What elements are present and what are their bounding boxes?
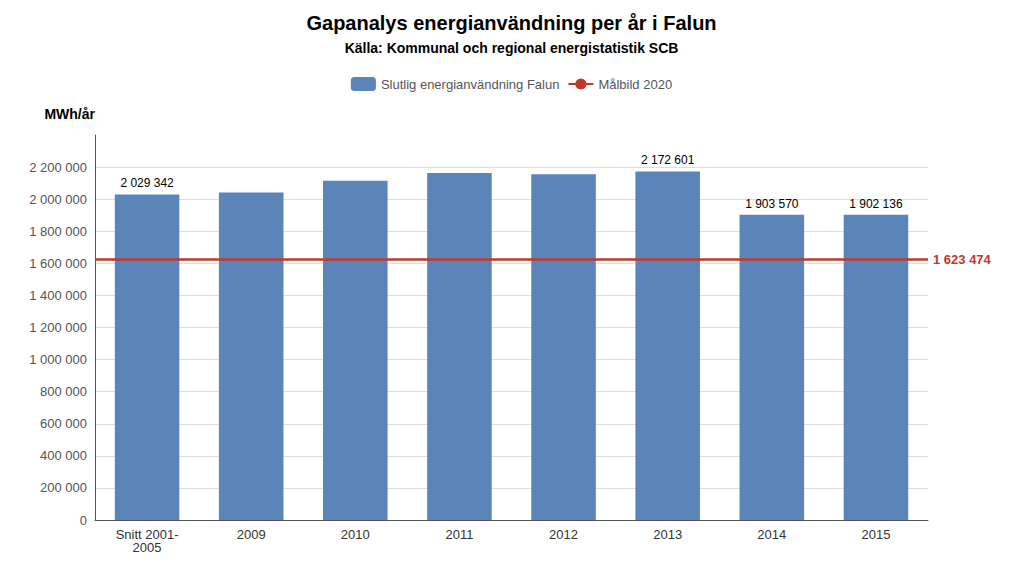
svg-text:2015: 2015 — [861, 527, 890, 542]
svg-text:2011: 2011 — [445, 527, 473, 542]
svg-text:2 200 000: 2 200 000 — [29, 160, 87, 175]
svg-text:2012: 2012 — [549, 527, 578, 542]
svg-text:2 172 601: 2 172 601 — [641, 153, 695, 167]
svg-text:1 800 000: 1 800 000 — [29, 224, 87, 239]
svg-text:1 200 000: 1 200 000 — [29, 320, 87, 335]
svg-text:1 903 570: 1 903 570 — [745, 197, 799, 211]
svg-text:MWh/år: MWh/år — [44, 106, 95, 122]
svg-text:1 000 000: 1 000 000 — [29, 352, 87, 367]
svg-text:400 000: 400 000 — [40, 448, 87, 463]
svg-text:2005: 2005 — [133, 540, 162, 555]
svg-text:800 000: 800 000 — [40, 384, 87, 399]
svg-text:Målbild 2020: Målbild 2020 — [598, 77, 672, 92]
svg-text:2010: 2010 — [341, 527, 370, 542]
svg-text:2 000 000: 2 000 000 — [29, 192, 87, 207]
svg-text:2 029 342: 2 029 342 — [120, 176, 174, 190]
svg-text:2009: 2009 — [237, 527, 266, 542]
svg-text:1 623 474: 1 623 474 — [933, 252, 992, 267]
svg-text:1 902 136: 1 902 136 — [849, 197, 903, 211]
svg-text:0: 0 — [80, 513, 87, 528]
svg-text:2013: 2013 — [653, 527, 682, 542]
svg-text:1 600 000: 1 600 000 — [29, 256, 87, 271]
svg-text:2014: 2014 — [757, 527, 786, 542]
svg-text:Snitt 2001-: Snitt 2001- — [115, 527, 179, 542]
svg-text:200 000: 200 000 — [40, 480, 87, 495]
svg-text:600 000: 600 000 — [40, 416, 87, 431]
svg-text:Gapanalys energianvändning per: Gapanalys energianvändning per år i Falu… — [306, 12, 716, 34]
svg-text:Källa: Kommunal och regional e: Källa: Kommunal och regional energistati… — [345, 40, 679, 56]
svg-text:Slutlig energianvändning Falun: Slutlig energianvändning Falun — [381, 77, 560, 92]
svg-text:1 400 000: 1 400 000 — [29, 288, 87, 303]
